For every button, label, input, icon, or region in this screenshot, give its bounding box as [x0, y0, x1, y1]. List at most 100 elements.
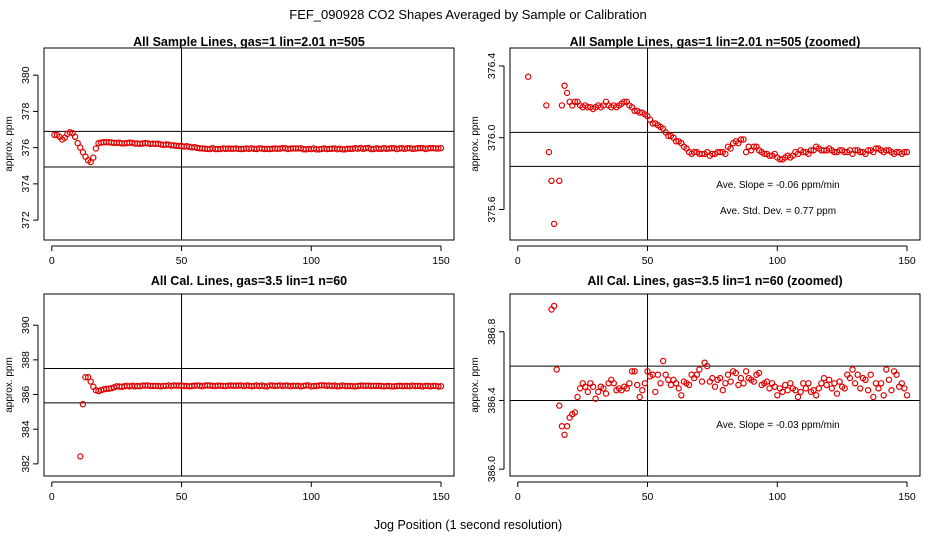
- x-tick-label: 150: [898, 255, 916, 267]
- data-point: [740, 380, 747, 387]
- data-point: [823, 381, 830, 389]
- data-point: [849, 366, 856, 373]
- data-point: [582, 383, 589, 390]
- data-point: [735, 381, 742, 389]
- data-point: [737, 136, 745, 143]
- data-point: [685, 381, 693, 389]
- data-point: [644, 368, 651, 375]
- data-point: [828, 385, 836, 392]
- data-point: [79, 401, 87, 408]
- x-tick-label: 100: [769, 255, 787, 267]
- x-tick-label: 150: [432, 491, 450, 503]
- data-point: [742, 368, 750, 375]
- data-point: [623, 385, 631, 392]
- data-point: [574, 393, 581, 401]
- data-point: [870, 393, 877, 401]
- data-point: [802, 385, 810, 392]
- data-point: [82, 374, 89, 381]
- data-point: [589, 383, 597, 390]
- data-point: [657, 380, 664, 387]
- x-tick-label: 0: [49, 255, 55, 267]
- data-point: [576, 385, 584, 392]
- data-point: [826, 376, 833, 383]
- y-tick-label: 390: [20, 316, 32, 334]
- data-point: [805, 380, 812, 387]
- data-point: [872, 380, 880, 387]
- data-point: [880, 392, 887, 399]
- x-tick-label: 100: [303, 491, 321, 503]
- data-point: [794, 393, 802, 401]
- data-point: [719, 387, 727, 394]
- data-point: [602, 390, 610, 397]
- data-point: [903, 148, 911, 156]
- x-tick-label: 50: [176, 491, 188, 503]
- data-point: [781, 381, 789, 389]
- plot-frame: [509, 293, 921, 477]
- plot-frame: [43, 47, 455, 241]
- panels: All Sample Lines, gas=1 lin=2.01 n=505 0 5…: [4, 35, 921, 503]
- y-tick-label: 386.8: [486, 318, 498, 344]
- y-tick-label: 386.4: [486, 387, 498, 413]
- data-point: [556, 402, 563, 409]
- y-tick-label: 384: [20, 420, 32, 438]
- data-point: [631, 368, 638, 375]
- data-point: [74, 139, 81, 147]
- data-point: [662, 371, 669, 378]
- x-tick-label: 0: [515, 255, 521, 267]
- data-point: [435, 145, 442, 152]
- x-tick-label: 150: [432, 255, 450, 267]
- annotation-text: Ave. Slope = -0.03 ppm/min: [716, 420, 840, 431]
- data-point: [626, 380, 633, 387]
- y-tick-label: 376: [20, 139, 32, 157]
- data-point: [724, 371, 732, 378]
- panel-title: All Sample Lines, gas=1 lin=2.01 n=505 (…: [570, 35, 861, 49]
- data-point: [883, 366, 890, 373]
- data-point: [755, 369, 763, 377]
- data-point: [675, 385, 682, 392]
- data-point: [87, 158, 94, 166]
- data-point: [750, 143, 758, 150]
- data-point: [813, 392, 820, 399]
- data-point: [90, 154, 97, 161]
- data-point: [634, 381, 641, 389]
- data-point: [800, 380, 807, 387]
- data-point: [901, 148, 908, 156]
- y-tick-label: 388: [20, 351, 32, 369]
- data-point: [867, 371, 874, 378]
- data-point: [787, 380, 794, 387]
- y-tick-label: 378: [20, 102, 32, 120]
- y-tick-label: 380: [20, 66, 32, 84]
- data-point: [672, 380, 680, 387]
- data-point: [857, 385, 864, 392]
- data-point: [636, 393, 643, 401]
- data-point: [711, 383, 719, 390]
- data-point: [543, 102, 550, 109]
- data-point: [740, 136, 747, 143]
- data-point: [722, 150, 729, 158]
- y-tick-label: 374: [20, 175, 32, 193]
- data-point: [558, 423, 566, 430]
- data-point: [610, 380, 618, 387]
- data-point: [766, 385, 773, 392]
- data-point: [584, 388, 592, 396]
- data-point: [774, 392, 781, 399]
- data-point: [807, 147, 815, 154]
- data-point: [903, 392, 911, 399]
- data-point: [836, 378, 843, 385]
- data-point: [600, 385, 607, 392]
- data-point: [561, 431, 568, 438]
- x-tick-label: 0: [49, 491, 55, 503]
- data-point: [571, 98, 579, 106]
- y-axis-label: approx. ppm: [4, 116, 15, 172]
- data-point: [437, 144, 445, 152]
- data-point: [854, 371, 861, 378]
- data-point: [898, 380, 906, 387]
- data-point: [742, 148, 750, 156]
- data-point: [87, 378, 94, 385]
- data-point: [558, 102, 566, 109]
- data-point: [561, 82, 568, 89]
- chart-panel-1: All Sample Lines, gas=1 lin=2.01 n=505 0 5…: [4, 35, 455, 267]
- data-point: [667, 381, 675, 389]
- data-point: [841, 385, 848, 392]
